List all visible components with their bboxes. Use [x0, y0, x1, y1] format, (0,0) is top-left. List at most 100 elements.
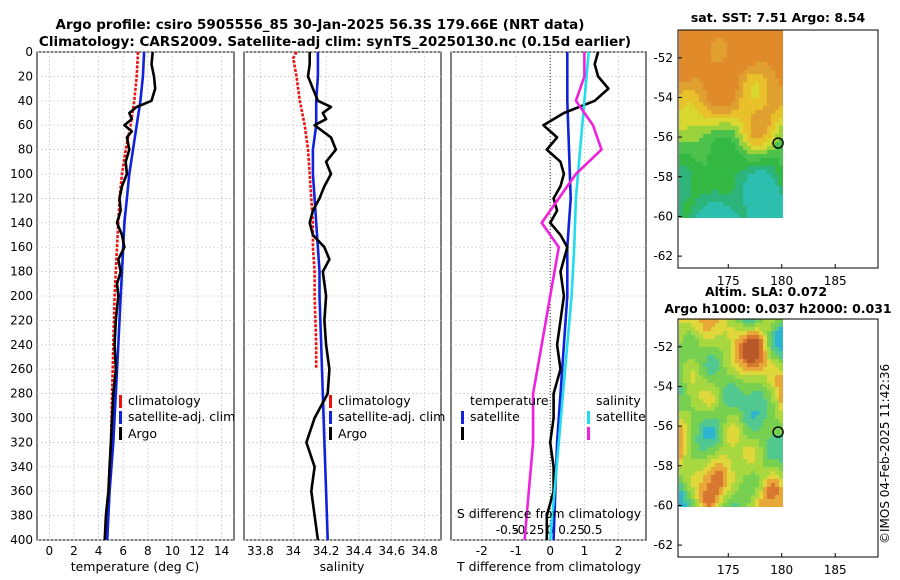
x-tick-label: 10 — [165, 544, 180, 558]
depth-tick-label: 40 — [18, 94, 33, 108]
sla-map-image — [679, 319, 783, 507]
legend-swatch-temp-argo — [461, 427, 464, 440]
map-lat-tick-label: -62 — [653, 249, 673, 263]
legend-label-argo: Argo — [128, 426, 157, 441]
sla-map-title-line2: Argo h1000: 0.037 h2000: 0.031 — [664, 301, 891, 316]
sla-map-frame — [677, 318, 879, 558]
depth-tick-label: 60 — [18, 118, 33, 132]
depth-tick-label: 400 — [10, 533, 33, 547]
depth-tick-label: 0 — [25, 45, 33, 59]
legend-swatch-sal-argo — [587, 427, 590, 440]
x-tick-label: 34.6 — [378, 544, 405, 558]
depth-tick-label: 20 — [18, 69, 33, 83]
depth-tick-label: 320 — [10, 435, 33, 449]
depth-tick-label: 280 — [10, 387, 33, 401]
series-line-salinity-argo — [523, 52, 603, 541]
legend-swatch-argo — [119, 427, 122, 440]
x-tick-label: 8 — [144, 544, 152, 558]
top-x-tick-label: 0.25 — [558, 523, 585, 537]
x-tick-label: 1 — [581, 544, 589, 558]
map-lon-tick-label: 175 — [717, 274, 740, 288]
depth-tick-label: 360 — [10, 484, 33, 498]
sst-map-frame — [677, 29, 879, 269]
x-tick-label: 34.2 — [313, 544, 340, 558]
map-lon-tick-label: 185 — [824, 274, 847, 288]
map-lon-tick-label: 180 — [770, 563, 793, 577]
map-lat-tick-label: -54 — [653, 379, 673, 393]
depth-tick-label: 300 — [10, 411, 33, 425]
figure-title-line2: Climatology: CARS2009. Satellite-adj cli… — [39, 34, 631, 50]
legend-swatch-satellite — [329, 411, 332, 424]
depth-tick-label: 120 — [10, 191, 33, 205]
x-tick-label: 34.8 — [411, 544, 438, 558]
depth-tick-label: 160 — [10, 240, 33, 254]
legend-label-satellite: satellite-adj. clim — [128, 409, 235, 424]
x-tick-label: 4 — [95, 544, 103, 558]
map-lat-tick-label: -58 — [653, 170, 673, 184]
legend-swatch-temp-satellite — [461, 411, 464, 424]
argo-location-marker — [772, 426, 784, 438]
salinity-axis-label: salinity — [320, 559, 365, 574]
depth-tick-label: 240 — [10, 338, 33, 352]
map-lat-tick-label: -56 — [653, 419, 673, 433]
legend-label-temp-satellite: satellite — [470, 409, 520, 424]
depth-tick-label: 380 — [10, 509, 33, 523]
legend-label-salinity: salinity — [596, 393, 641, 408]
map-lat-tick-label: -60 — [653, 209, 673, 223]
legend-label-satellite: satellite-adj. clim — [338, 409, 445, 424]
depth-tick-label: 100 — [10, 167, 33, 181]
sla-map-title-line1: Altim. SLA: 0.072 — [705, 284, 827, 299]
temperature-legend: climatology satellite-adj. clim Argo — [119, 393, 235, 441]
sst-map-title: sat. SST: 7.51 Argo: 8.54 — [691, 10, 866, 25]
map-lon-tick-label: 185 — [824, 563, 847, 577]
x-tick-label: 33.8 — [247, 544, 274, 558]
series-line-climatology — [291, 51, 318, 370]
x-tick-label: 2 — [70, 544, 78, 558]
depth-tick-label: 260 — [10, 362, 33, 376]
depth-tick-label: 200 — [10, 289, 33, 303]
difference-top-axis-label: S difference from climatology — [457, 506, 642, 521]
series-line-argo — [305, 52, 338, 541]
top-x-tick-label: -0.5 — [496, 523, 519, 537]
legend-label-argo: Argo — [338, 426, 367, 441]
depth-tick-label: 80 — [18, 143, 33, 157]
x-tick-label: 14 — [214, 544, 229, 558]
map-lat-tick-label: -56 — [653, 130, 673, 144]
legend-label-climatology: climatology — [338, 393, 411, 408]
map-lat-tick-label: -62 — [653, 538, 673, 552]
series-line-salinity-satellite — [548, 51, 590, 541]
x-tick-label: 12 — [189, 544, 204, 558]
series-line-satellite-adj-clim — [311, 52, 329, 541]
x-tick-label: -2 — [476, 544, 488, 558]
map-lon-tick-label: 175 — [717, 563, 740, 577]
legend-swatch-climatology — [119, 395, 122, 408]
depth-tick-label: 140 — [10, 216, 33, 230]
map-lat-tick-label: -58 — [653, 459, 673, 473]
difference-legend: temperature satellite salinity satellite — [461, 393, 646, 440]
series-line-temperature-argo — [542, 51, 610, 540]
argo-location-marker — [772, 137, 784, 149]
legend-label-climatology: climatology — [128, 393, 201, 408]
x-tick-label: 34 — [286, 544, 301, 558]
legend-label-temperature: temperature — [470, 393, 549, 408]
temperature-axis-label: temperature (deg C) — [71, 559, 200, 574]
imos-watermark: ©IMOS 04-Feb-2025 11:42:36 — [878, 364, 892, 544]
map-lat-tick-label: -52 — [653, 340, 673, 354]
map-lat-tick-label: -60 — [653, 498, 673, 512]
series-line-satellite-adj-clim — [105, 51, 146, 541]
map-lat-tick-label: -54 — [653, 90, 673, 104]
x-tick-label: 0 — [45, 544, 53, 558]
depth-tick-label: 180 — [10, 265, 33, 279]
depth-tick-label: 340 — [10, 460, 33, 474]
salinity-legend: climatology satellite-adj. clim Argo — [329, 393, 445, 441]
difference-axis-label: T difference from climatology — [456, 559, 642, 574]
legend-swatch-satellite — [119, 411, 122, 424]
legend-label-sal-satellite: satellite — [596, 409, 646, 424]
legend-swatch-sal-satellite — [587, 411, 590, 424]
legend-swatch-argo — [329, 427, 332, 440]
x-tick-label: -1 — [510, 544, 522, 558]
x-tick-label: 34.4 — [346, 544, 373, 558]
figure-title-line1: Argo profile: csiro 5905556_85 30-Jan-20… — [56, 17, 585, 33]
x-tick-label: 6 — [119, 544, 127, 558]
